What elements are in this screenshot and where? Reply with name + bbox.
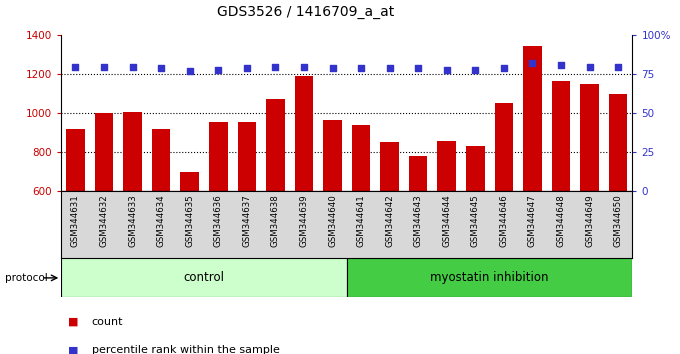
Text: GSM344639: GSM344639 (299, 195, 309, 247)
Text: GSM344632: GSM344632 (99, 195, 109, 247)
Bar (180, 172, 199, 308)
Point (584, 64, 595, 69)
Point (470, 67, 481, 73)
Bar (551, 81, 571, 308)
Text: GSM344631: GSM344631 (71, 195, 80, 247)
Text: GSM344641: GSM344641 (356, 195, 366, 247)
Text: GSM344648: GSM344648 (556, 195, 566, 247)
Text: GSM344636: GSM344636 (214, 195, 223, 247)
Text: GSM344635: GSM344635 (185, 195, 194, 247)
Text: protocol: protocol (5, 273, 48, 283)
Bar (437, 141, 456, 308)
Point (527, 61, 538, 66)
Bar (209, 122, 228, 308)
Text: GSM344638: GSM344638 (271, 195, 280, 247)
Bar (580, 84, 599, 308)
Bar (123, 112, 142, 308)
Bar (294, 76, 313, 308)
Point (213, 67, 224, 73)
Text: GSM344643: GSM344643 (413, 195, 423, 247)
Bar (66, 129, 85, 308)
Point (384, 65, 395, 71)
Point (356, 65, 367, 71)
Bar (466, 147, 485, 308)
Text: GDS3526 / 1416709_a_at: GDS3526 / 1416709_a_at (218, 5, 394, 19)
Point (613, 64, 624, 69)
Bar (323, 120, 342, 308)
Text: ■: ■ (68, 317, 78, 327)
Bar (237, 122, 256, 308)
Text: GSM344634: GSM344634 (156, 195, 166, 247)
Text: GSM344644: GSM344644 (442, 195, 452, 247)
Text: GSM344647: GSM344647 (528, 195, 537, 247)
Bar (380, 142, 399, 308)
Point (241, 65, 252, 71)
Bar (352, 125, 371, 308)
Text: myostatin inhibition: myostatin inhibition (430, 272, 549, 284)
Point (184, 68, 195, 74)
FancyBboxPatch shape (61, 258, 347, 297)
Bar (523, 46, 542, 308)
Point (327, 65, 338, 71)
Point (127, 64, 138, 69)
Bar (494, 103, 513, 308)
Point (413, 65, 424, 71)
Text: GSM344637: GSM344637 (242, 195, 252, 247)
Bar (266, 99, 285, 308)
Bar (609, 94, 628, 308)
Text: control: control (184, 272, 224, 284)
Text: GSM344633: GSM344633 (128, 195, 137, 247)
Text: percentile rank within the sample: percentile rank within the sample (92, 346, 279, 354)
Text: GSM344649: GSM344649 (585, 195, 594, 247)
Text: GSM344642: GSM344642 (385, 195, 394, 247)
Text: GSM344646: GSM344646 (499, 195, 509, 247)
FancyBboxPatch shape (347, 258, 632, 297)
Bar (152, 129, 171, 308)
Point (498, 65, 509, 71)
Point (441, 67, 452, 73)
Text: GSM344650: GSM344650 (613, 195, 623, 247)
Point (70, 64, 81, 69)
Text: GSM344645: GSM344645 (471, 195, 480, 247)
Point (556, 62, 566, 68)
Point (99, 64, 109, 69)
Point (270, 64, 281, 69)
Text: count: count (92, 317, 123, 327)
Point (299, 64, 309, 69)
Point (156, 65, 167, 71)
Bar (409, 156, 428, 308)
Text: GSM344640: GSM344640 (328, 195, 337, 247)
Bar (95, 113, 114, 308)
Text: ■: ■ (68, 346, 78, 354)
